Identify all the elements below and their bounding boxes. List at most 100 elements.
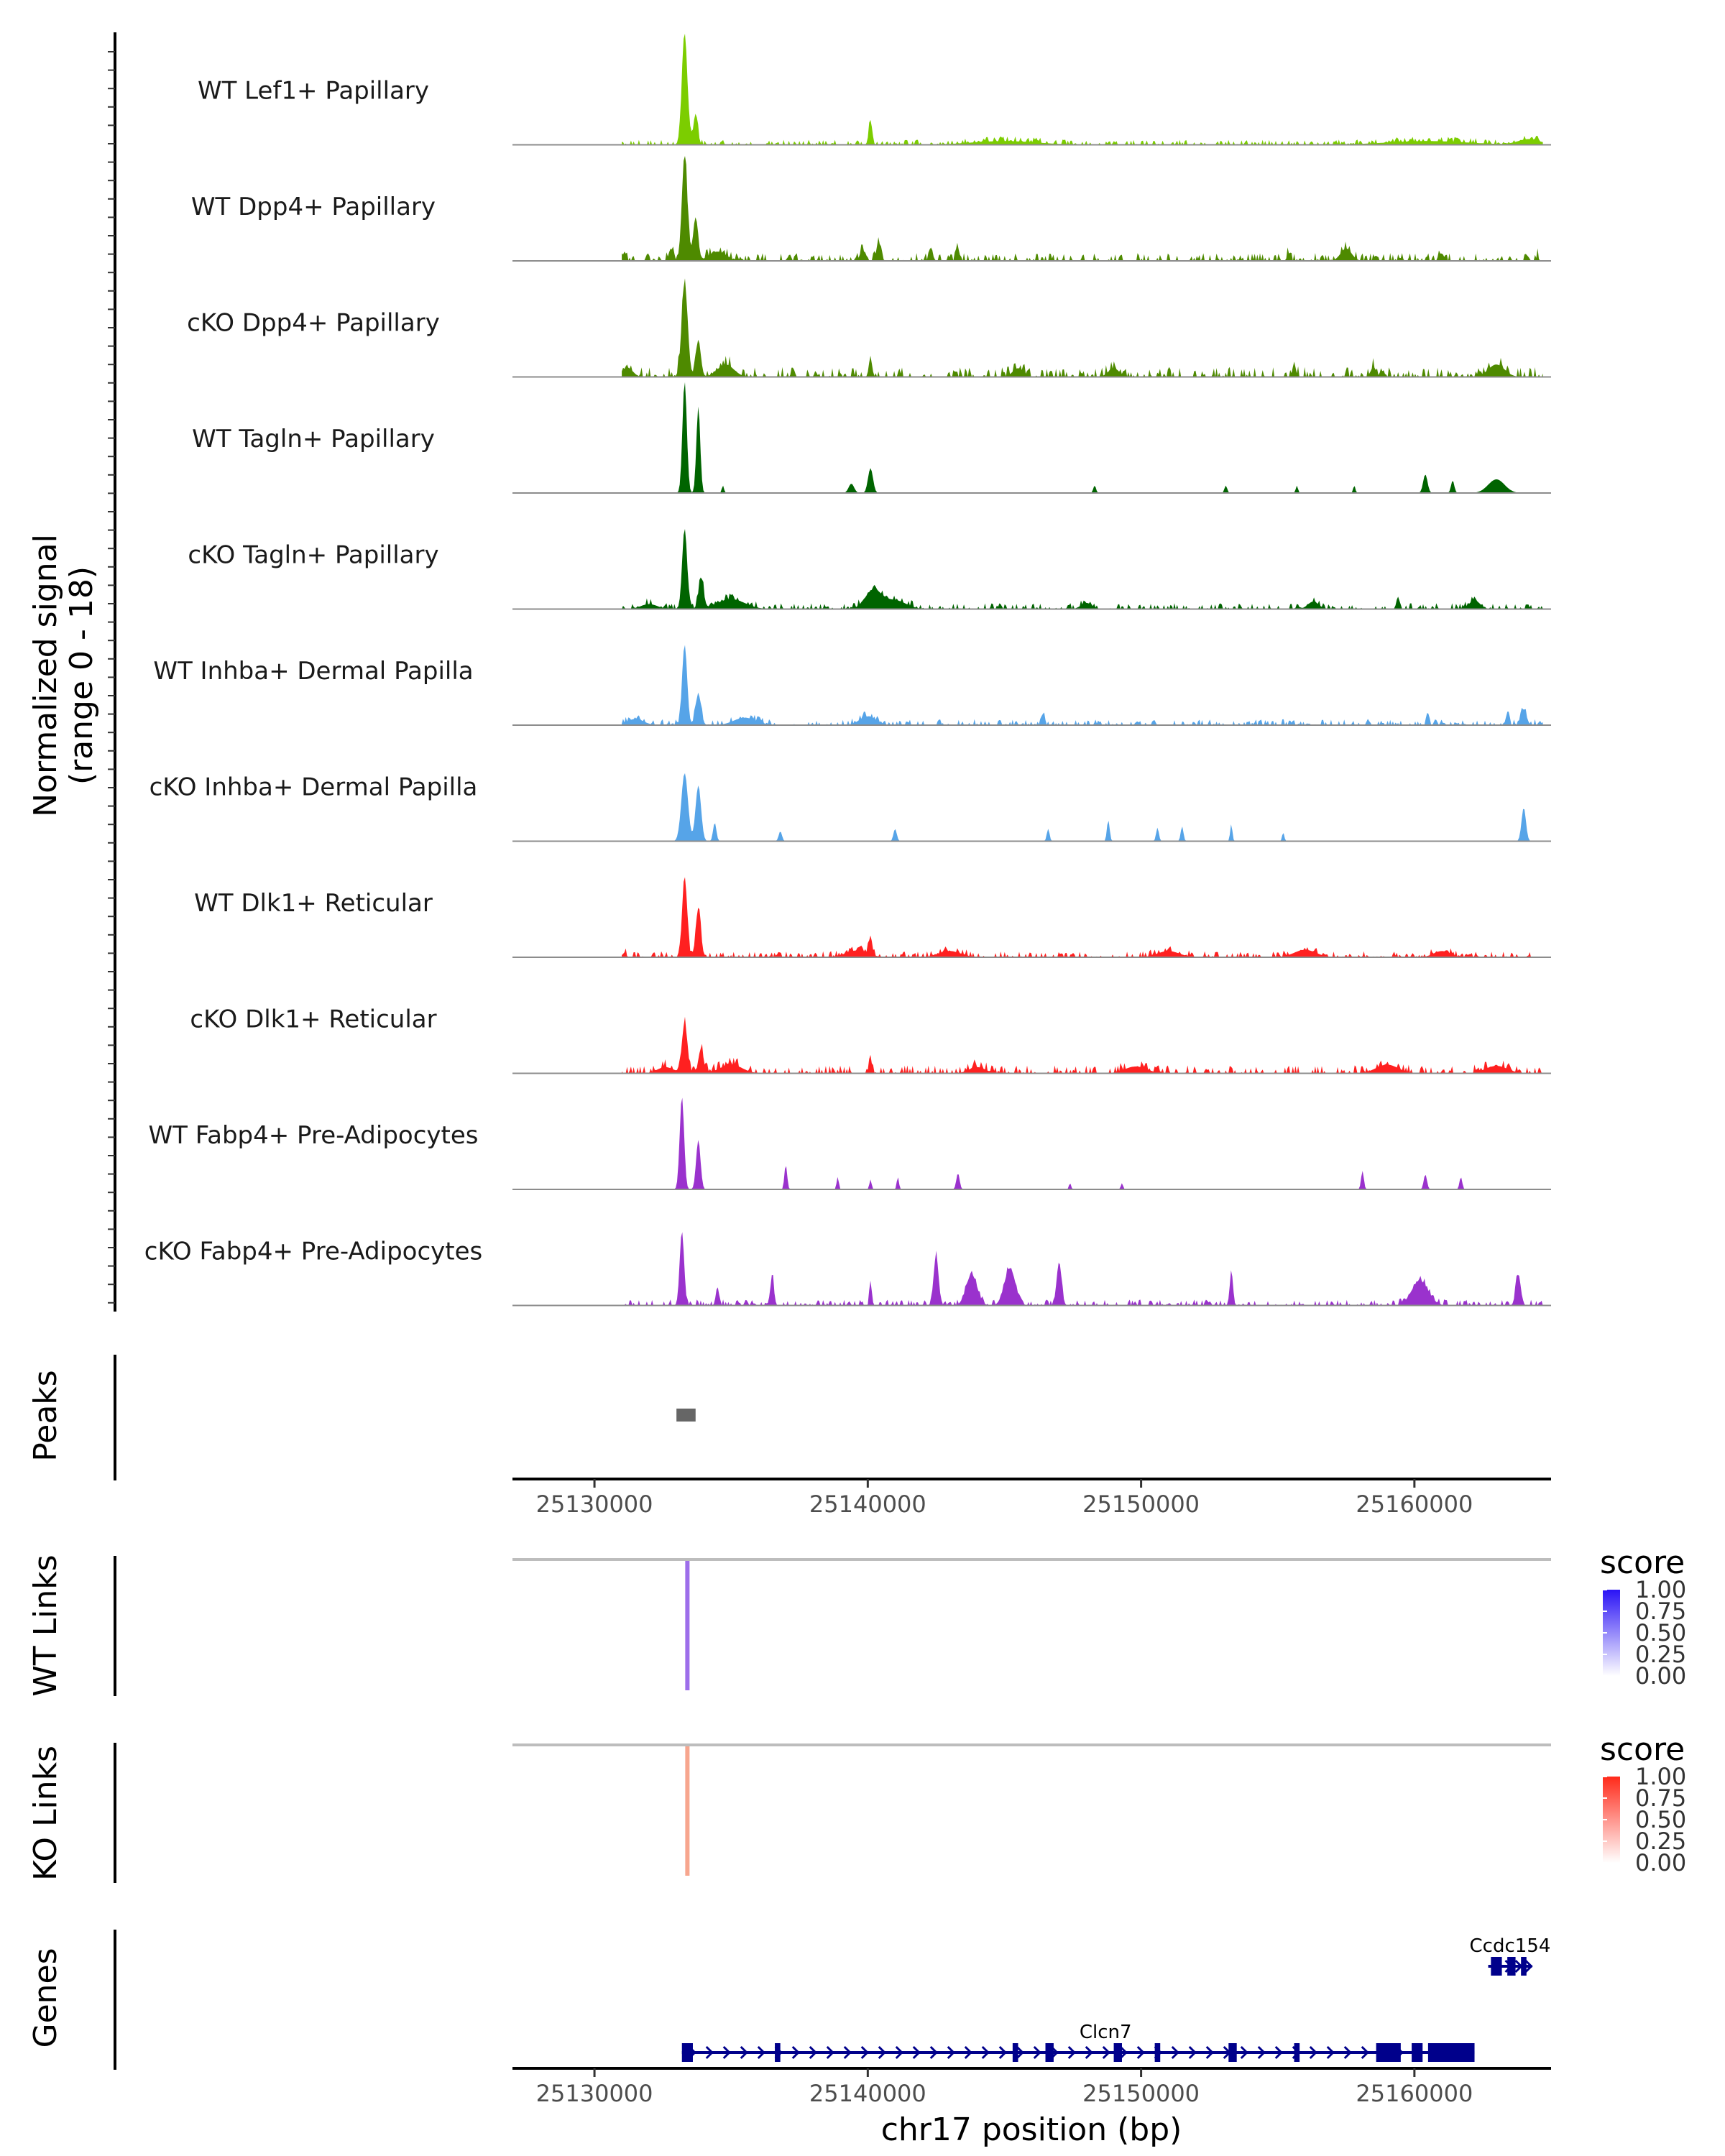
gene-strand-arrow bbox=[1361, 2045, 1369, 2060]
legend-tick-label-0-1: 0.75 bbox=[1635, 1598, 1686, 1625]
gene-strand-arrow bbox=[929, 2045, 938, 2060]
gene-strand-arrow bbox=[791, 2045, 800, 2060]
signal-area-2 bbox=[622, 278, 1543, 377]
signal-area-9 bbox=[622, 1097, 1543, 1189]
gene-label-0: Clcn7 bbox=[1080, 2022, 1132, 2043]
signal-y-ticks bbox=[108, 51, 115, 1304]
signal-tracks: WT Lef1+ Papillary WT Dpp4+ Papillary cKO … bbox=[144, 33, 1551, 1307]
genes-track-label: Genes bbox=[27, 1948, 64, 2047]
gene-strand-arrow bbox=[843, 2045, 852, 2060]
x-axis-mid-tick-label: 25140000 bbox=[809, 1491, 926, 1518]
gene-strand-arrow bbox=[964, 2045, 972, 2060]
gene-strand-arrow bbox=[981, 2045, 990, 2060]
legend-title-0: score bbox=[1600, 1544, 1685, 1581]
gene-strand-arrow bbox=[860, 2045, 869, 2060]
track-label-10: cKO Fabp4+ Pre-Adipocytes bbox=[144, 1238, 483, 1266]
legend-tick-label-1-0: 1.00 bbox=[1635, 1763, 1686, 1790]
signal-ylabel: Normalized signal bbox=[27, 534, 64, 817]
gene-strand-arrow bbox=[1067, 2045, 1076, 2060]
gene-exon-0-5 bbox=[1154, 2043, 1161, 2062]
gene-strand-arrow bbox=[1240, 2045, 1248, 2060]
gene-strand-arrow bbox=[912, 2045, 921, 2060]
links-tracks bbox=[512, 1558, 1551, 1876]
peaks-track-label: Peaks bbox=[27, 1370, 64, 1461]
track-label-2: cKO Dpp4+ Papillary bbox=[187, 309, 440, 338]
gene-strand-arrow bbox=[998, 2045, 1007, 2060]
gene-exon-0-9 bbox=[1412, 2043, 1423, 2062]
bottom-x-axis: 25130000 25140000 25150000 25160000 bbox=[512, 2067, 1551, 2107]
track-label-8: cKO Dlk1+ Reticular bbox=[190, 1005, 436, 1034]
signal-area-0 bbox=[622, 33, 1543, 145]
gene-strand-arrow bbox=[1171, 2045, 1179, 2060]
gene-exon-1-1 bbox=[1507, 1957, 1516, 1976]
legend-title-1: score bbox=[1600, 1731, 1685, 1768]
legend-tick-label-0-4: 0.00 bbox=[1635, 1662, 1686, 1690]
gene-exon-0-4 bbox=[1113, 2043, 1122, 2062]
x-axis-mid-tick-label: 25150000 bbox=[1082, 1491, 1200, 1518]
gene-strand-arrow bbox=[878, 2045, 886, 2060]
track-label-7: WT Dlk1+ Reticular bbox=[194, 889, 433, 918]
gene-exon-0-7 bbox=[1294, 2043, 1300, 2062]
gene-exon-0-8 bbox=[1376, 2043, 1401, 2062]
x-axis-mid-tick-label: 25160000 bbox=[1356, 1491, 1473, 1518]
gene-strand-arrow bbox=[1326, 2045, 1335, 2060]
gene-exon-1-2 bbox=[1521, 1957, 1527, 1976]
gene-strand-arrow bbox=[1257, 2045, 1266, 2060]
middle-x-axis: 25130000 25140000 25150000 25160000 bbox=[512, 1478, 1551, 1518]
signal-area-10 bbox=[622, 1232, 1543, 1306]
signal-area-7 bbox=[622, 877, 1543, 957]
gene-strand-arrow bbox=[1119, 2045, 1128, 2060]
gene-strand-arrow bbox=[895, 2045, 903, 2060]
gene-exon-0-3 bbox=[1045, 2043, 1054, 2062]
legend-tick-label-0-3: 0.25 bbox=[1635, 1641, 1686, 1668]
track-label-5: WT Inhba+ Dermal Papilla bbox=[153, 657, 473, 686]
gene-strand-arrow bbox=[740, 2045, 748, 2060]
x-axis-bottom-tick-label: 25150000 bbox=[1082, 2080, 1200, 2107]
score-legends: score1.000.750.500.250.00score1.000.750.… bbox=[1600, 1544, 1686, 1876]
signal-area-8 bbox=[622, 1016, 1543, 1074]
signal-area-6 bbox=[622, 773, 1543, 842]
wt-links-track-label: WT Links bbox=[27, 1554, 64, 1696]
track-label-4: cKO Tagln+ Papillary bbox=[188, 541, 438, 570]
x-axis-bottom-tick-label: 25140000 bbox=[809, 2080, 926, 2107]
track-label-9: WT Fabp4+ Pre-Adipocytes bbox=[149, 1121, 479, 1150]
gene-strand-arrow bbox=[809, 2045, 817, 2060]
ko-links-track-label: KO Links bbox=[27, 1746, 64, 1881]
gene-strand-arrow bbox=[1136, 2045, 1145, 2060]
gene-strand-arrow bbox=[1274, 2045, 1283, 2060]
gene-exon-1-0 bbox=[1491, 1957, 1502, 1976]
track-label-3: WT Tagln+ Papillary bbox=[192, 425, 435, 453]
legend-tick-label-1-1: 0.75 bbox=[1635, 1784, 1686, 1812]
gene-exon-0-1 bbox=[775, 2043, 781, 2062]
peaks-track bbox=[676, 1409, 696, 1422]
legend-tick-label-0-2: 0.50 bbox=[1635, 1619, 1686, 1646]
gene-exon-0-6 bbox=[1228, 2043, 1237, 2062]
track-label-0: WT Lef1+ Papillary bbox=[198, 77, 429, 106]
gene-strand-arrow bbox=[1524, 1959, 1533, 1973]
x-axis-bottom-tick-label: 25130000 bbox=[536, 2080, 653, 2107]
gene-strand-arrow bbox=[947, 2045, 955, 2060]
gene-strand-arrow bbox=[1343, 2045, 1352, 2060]
legend-tick-label-1-2: 0.50 bbox=[1635, 1806, 1686, 1833]
gene-strand-arrow bbox=[1085, 2045, 1093, 2060]
gene-strand-arrow bbox=[1188, 2045, 1197, 2060]
legend-tick-label-1-3: 0.25 bbox=[1635, 1828, 1686, 1855]
track-label-6: cKO Inhba+ Dermal Papilla bbox=[150, 773, 478, 802]
gene-strand-arrow bbox=[1102, 2045, 1110, 2060]
legend-tick-label-0-0: 1.00 bbox=[1635, 1576, 1686, 1603]
signal-area-3 bbox=[622, 382, 1543, 493]
gene-strand-arrow bbox=[757, 2045, 765, 2060]
x-axis-bottom-tick-label: 25160000 bbox=[1356, 2080, 1473, 2107]
gene-strand-arrow bbox=[722, 2045, 731, 2060]
signal-area-4 bbox=[622, 529, 1543, 609]
gene-exon-0-0 bbox=[681, 2043, 693, 2062]
gene-strand-arrow bbox=[1309, 2045, 1317, 2060]
genes-track: Clcn7 Ccdc154 bbox=[681, 1935, 1551, 2062]
signal-area-1 bbox=[622, 156, 1543, 261]
gene-strand-arrow bbox=[1033, 2045, 1041, 2060]
gene-label-1: Ccdc154 bbox=[1470, 1935, 1551, 1957]
signal-area-5 bbox=[622, 645, 1543, 725]
x-axis-mid-tick-label: 25130000 bbox=[536, 1491, 653, 1518]
